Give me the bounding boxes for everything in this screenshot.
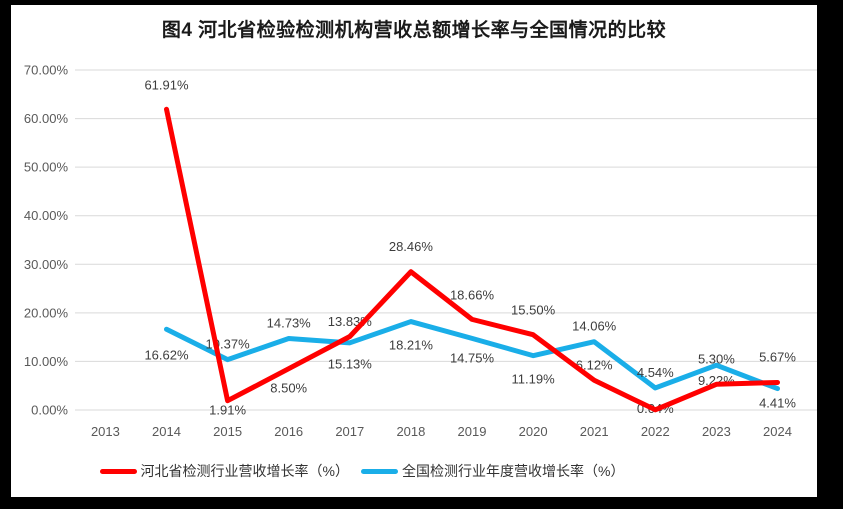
x-tick-label: 2020: [519, 424, 548, 439]
data-label-series-1: 14.06%: [572, 319, 617, 334]
chart-title: 图4 河北省检验检测机构营收总额增长率与全国情况的比较: [161, 20, 667, 41]
data-label-series-1: 4.41%: [759, 396, 796, 411]
y-tick-label: 70.00%: [24, 63, 69, 78]
data-label-series-0: 61.91%: [144, 77, 189, 92]
x-tick-label: 2021: [580, 424, 609, 439]
data-label-series-1: 14.75%: [450, 350, 495, 365]
legend-label-hebei: 河北省检测行业营收增长率（%）: [140, 463, 349, 479]
x-tick-label: 2013: [91, 424, 120, 439]
legend-item-hebei: 河北省检测行业营收增长率（%）: [99, 461, 349, 481]
x-tick-label: 2019: [458, 424, 487, 439]
data-label-series-1: 16.62%: [144, 347, 189, 362]
x-tick-label: 2023: [702, 424, 731, 439]
y-tick-label: 60.00%: [24, 111, 69, 126]
series-line-1: [164, 319, 780, 392]
y-tick-label: 0.00%: [31, 403, 68, 418]
data-label-series-1: 4.54%: [637, 365, 674, 380]
data-label-series-1: 11.19%: [512, 372, 556, 387]
legend-label-national: 全国检测行业年度营收增长率（%）: [402, 463, 625, 479]
x-tick-label: 2017: [335, 424, 364, 439]
legend-item-national: 全国检测行业年度营收增长率（%）: [361, 461, 624, 481]
data-label-series-0: 15.50%: [511, 303, 556, 318]
y-tick-label: 50.00%: [24, 160, 69, 175]
y-tick-label: 20.00%: [24, 305, 69, 320]
legend-swatch-hebei: [99, 468, 137, 474]
data-label-series-0: 8.50%: [270, 381, 307, 396]
data-label-series-0: 5.67%: [759, 349, 796, 364]
chart-legend: 河北省检测行业营收增长率（%） 全国检测行业年度营收增长率（%）: [0, 460, 765, 482]
x-tick-label: 2018: [396, 424, 425, 439]
data-label-series-0: 15.13%: [328, 357, 373, 372]
y-tick-label: 40.00%: [24, 208, 69, 223]
chart-svg: 70.00% 60.00% 50.00% 40.00% 30.00% 20.00% 10.0…: [24, 63, 817, 439]
data-label-series-1: 14.73%: [267, 315, 312, 330]
y-tick-label: 30.00%: [24, 257, 69, 272]
data-label-series-0: 18.66%: [450, 287, 495, 302]
data-label-series-0: 6.12%: [576, 357, 613, 372]
data-label-series-0: 28.46%: [389, 239, 434, 254]
x-tick-label: 2014: [152, 424, 181, 439]
x-tick-label: 2016: [274, 424, 303, 439]
x-tick-label: 2024: [763, 424, 792, 439]
x-tick-label: 2022: [641, 424, 670, 439]
data-label-series-1: 18.21%: [389, 338, 434, 353]
series-line-0: [164, 106, 780, 413]
data-label-series-0: 5.30%: [698, 351, 735, 366]
y-tick-label: 10.00%: [24, 354, 69, 369]
x-tick-label: 2015: [213, 424, 242, 439]
data-label-series-0: 1.91%: [209, 403, 246, 418]
legend-swatch-national: [361, 468, 398, 474]
chart-page: 图4 河北省检验检测机构营收总额增长率与全国情况的比较 70.00% 60.00%…: [11, 5, 817, 497]
